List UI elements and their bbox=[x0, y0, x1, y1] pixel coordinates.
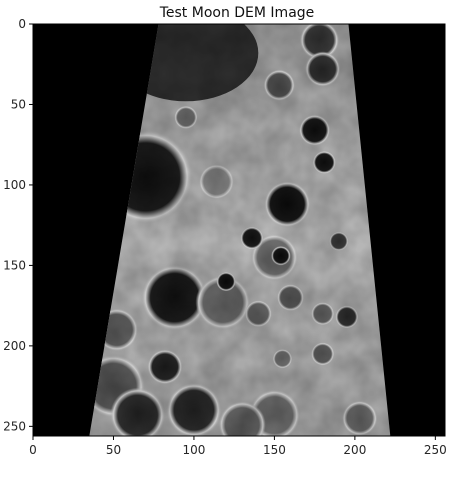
y-tick-label: 100 bbox=[3, 178, 26, 192]
chart-title: Test Moon DEM Image bbox=[159, 5, 315, 21]
y-tick-label: 200 bbox=[3, 339, 26, 353]
x-tick-label: 0 bbox=[29, 443, 37, 457]
plot-area bbox=[32, 23, 446, 437]
y-tick-label: 250 bbox=[3, 419, 26, 433]
x-tick-label: 50 bbox=[106, 443, 121, 457]
x-tick-label: 100 bbox=[182, 443, 205, 457]
y-axis: 0 50 100 150 200 250 bbox=[3, 17, 33, 433]
x-tick-label: 250 bbox=[424, 443, 447, 457]
x-axis: 0 50 100 150 200 250 bbox=[29, 436, 447, 457]
y-tick-label: 50 bbox=[11, 97, 26, 111]
y-tick-label: 0 bbox=[18, 17, 26, 31]
axes-frame bbox=[32, 23, 446, 437]
x-tick-label: 150 bbox=[263, 443, 286, 457]
x-tick-label: 200 bbox=[343, 443, 366, 457]
dem-surface bbox=[89, 24, 391, 436]
y-tick-label: 150 bbox=[3, 258, 26, 272]
